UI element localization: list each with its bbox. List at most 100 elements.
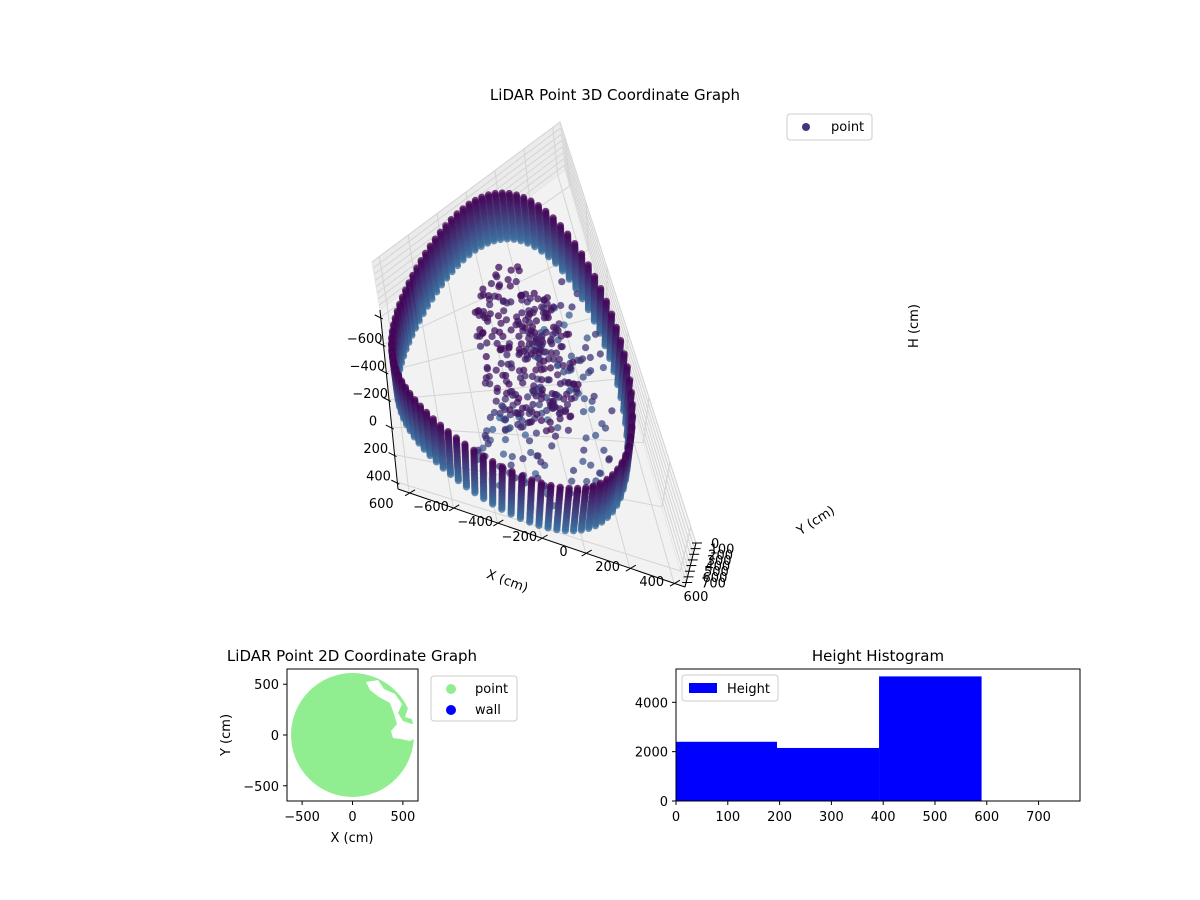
lidar-point bbox=[535, 521, 543, 530]
lidar-point bbox=[483, 339, 491, 347]
legend-marker-wall bbox=[446, 705, 456, 715]
lidar-point bbox=[556, 415, 564, 423]
lidar-point bbox=[521, 431, 530, 439]
lidar-point bbox=[521, 324, 529, 332]
lidar-point bbox=[503, 235, 511, 243]
grid-z bbox=[559, 121, 697, 544]
x-tick-label: 0 bbox=[348, 810, 356, 825]
lidar-point bbox=[471, 246, 479, 254]
legend-label-height: Height bbox=[727, 682, 770, 697]
legend-swatch-height bbox=[689, 683, 717, 693]
lidar-point bbox=[559, 362, 567, 370]
lidar-point bbox=[500, 307, 508, 315]
lidar-point bbox=[508, 453, 516, 461]
lidar-point bbox=[517, 423, 525, 431]
lidar-point bbox=[584, 306, 593, 314]
x-tick bbox=[374, 314, 383, 320]
lidar-point bbox=[578, 295, 587, 303]
lidar-point bbox=[505, 380, 513, 388]
lidar-point bbox=[517, 340, 525, 348]
y-tick bbox=[537, 534, 548, 542]
lidar-point bbox=[447, 470, 455, 479]
lidar-point bbox=[476, 342, 485, 350]
2d-plot-area bbox=[291, 673, 418, 797]
lidar-point bbox=[515, 267, 523, 275]
chart-2d-xlabel: X (cm) bbox=[331, 831, 374, 846]
lidar-point bbox=[566, 364, 574, 372]
y-tick-label: −200 bbox=[501, 530, 537, 545]
lidar-point bbox=[608, 508, 616, 516]
lidar-point bbox=[506, 406, 514, 414]
lidar-point bbox=[517, 410, 525, 418]
lidar-point bbox=[495, 263, 503, 271]
lidar-point bbox=[599, 364, 608, 372]
z-tick-label: 100 bbox=[710, 543, 735, 558]
lidar-point bbox=[596, 469, 604, 477]
lidar-point bbox=[554, 371, 562, 379]
lidar-point bbox=[502, 316, 510, 324]
legend-label-wall: wall bbox=[475, 703, 501, 718]
lidar-point bbox=[501, 436, 510, 444]
lidar-point bbox=[479, 329, 487, 338]
lidar-point bbox=[601, 424, 610, 432]
lidar-point bbox=[530, 305, 539, 313]
lidar-point bbox=[448, 268, 456, 276]
lidar-point bbox=[579, 457, 587, 465]
lidar-point bbox=[538, 247, 546, 255]
lidar-point bbox=[605, 455, 613, 463]
lidar-point bbox=[534, 452, 542, 460]
x-tick-label: 0 bbox=[369, 415, 377, 430]
lidar-point bbox=[483, 239, 492, 247]
y-tick-label: 400 bbox=[639, 575, 664, 590]
lidar-point bbox=[502, 371, 510, 380]
unscanned-gap bbox=[366, 680, 418, 741]
lidar-point bbox=[496, 235, 505, 244]
x-tick-label: 400 bbox=[366, 470, 391, 485]
lidar-point bbox=[497, 319, 505, 327]
lidar-point bbox=[544, 524, 552, 532]
lidar-point bbox=[465, 251, 473, 259]
lidar-point bbox=[477, 242, 485, 250]
lidar-point bbox=[525, 334, 533, 342]
lidar-point bbox=[586, 353, 594, 362]
x-tick-label: −400 bbox=[350, 359, 386, 374]
lidar-point bbox=[527, 448, 535, 457]
lidar-point bbox=[613, 501, 621, 509]
lidar-point bbox=[565, 275, 574, 283]
lidar-point bbox=[538, 376, 546, 384]
lidar-point bbox=[515, 394, 523, 402]
lidar-point bbox=[519, 455, 527, 463]
lidar-point bbox=[547, 306, 555, 314]
grid-y-wall bbox=[378, 256, 388, 305]
z-tick-label: 500 bbox=[704, 565, 729, 580]
lidar-point bbox=[554, 424, 562, 432]
lidar-point bbox=[526, 294, 534, 303]
lidar-point bbox=[555, 320, 563, 328]
lidar-point bbox=[486, 310, 494, 318]
lidar-point bbox=[551, 432, 560, 440]
2d-axis-ticks: −500 0 500 −500 0 500 bbox=[243, 678, 415, 825]
lidar-point bbox=[516, 514, 525, 523]
z-tick-label: 300 bbox=[707, 554, 732, 569]
chart-2d-title: LiDAR Point 2D Coordinate Graph bbox=[227, 647, 477, 665]
histogram-bar bbox=[676, 741, 777, 801]
y-tick-label: −400 bbox=[457, 515, 493, 530]
lidar-point bbox=[608, 407, 616, 415]
lidar-point bbox=[530, 289, 538, 297]
lidar-point bbox=[499, 450, 508, 458]
legend-label-point: point bbox=[475, 682, 508, 697]
lidar-point bbox=[563, 401, 572, 409]
lidar-point bbox=[484, 440, 492, 448]
lidar-point bbox=[501, 395, 509, 403]
y-tick-label: 500 bbox=[254, 678, 279, 693]
lidar-point bbox=[510, 235, 518, 243]
lidar-point bbox=[535, 401, 543, 409]
chart-3d-legend: point bbox=[786, 113, 873, 141]
grid-y-wall bbox=[523, 148, 530, 197]
y-tick bbox=[581, 549, 592, 557]
lidar-point bbox=[515, 332, 523, 340]
lidar-point bbox=[526, 310, 534, 318]
lidar-point bbox=[554, 326, 562, 335]
grid-z bbox=[560, 134, 694, 555]
